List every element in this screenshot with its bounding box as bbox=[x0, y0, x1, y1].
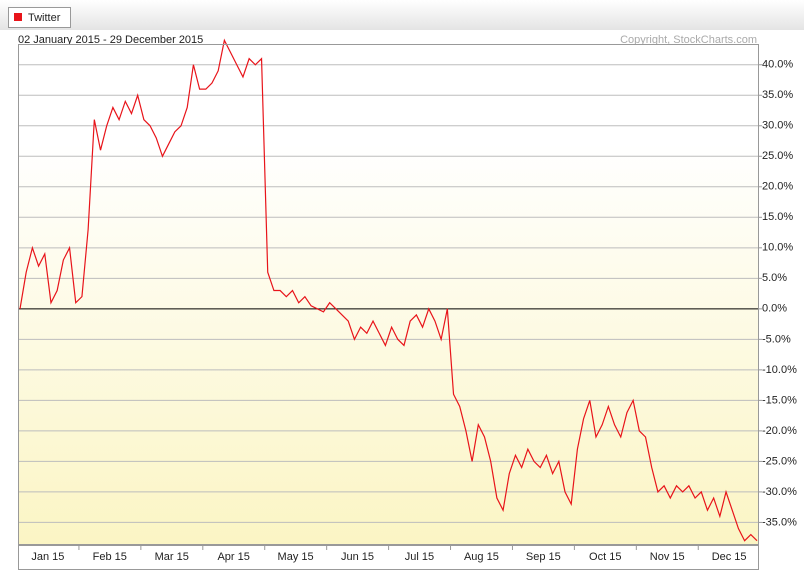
x-tick-label: Apr 15 bbox=[217, 551, 249, 563]
x-tick-label: Jul 15 bbox=[405, 551, 434, 563]
copyright: Copyright, StockCharts.com bbox=[620, 34, 757, 46]
y-tick-label: -25.0% bbox=[762, 455, 797, 467]
legend-label: Twitter bbox=[28, 12, 61, 24]
legend-box bbox=[8, 7, 71, 28]
y-tick-label: -30.0% bbox=[762, 486, 797, 498]
x-tick-label: Aug 15 bbox=[464, 551, 499, 563]
subtitle: 02 January 2015 - 29 December 2015 bbox=[18, 34, 203, 46]
y-tick-label: -5.0% bbox=[762, 333, 791, 345]
y-tick-label: 15.0% bbox=[762, 211, 793, 223]
plot-layer bbox=[18, 38, 758, 542]
plot-frame bbox=[18, 44, 759, 545]
y-tick-label: 25.0% bbox=[762, 150, 793, 162]
x-tick-label: Mar 15 bbox=[155, 551, 189, 563]
x-tick-label: May 15 bbox=[278, 551, 314, 563]
y-tick-label: 35.0% bbox=[762, 89, 793, 101]
y-tick-label: 10.0% bbox=[762, 242, 793, 254]
y-tick-label: 20.0% bbox=[762, 181, 793, 193]
plot-area bbox=[18, 44, 758, 545]
series-line bbox=[19, 38, 758, 542]
x-tick-label: Jun 15 bbox=[341, 551, 374, 563]
legend-swatch bbox=[14, 13, 22, 21]
x-tick-label: Sep 15 bbox=[526, 551, 561, 563]
y-tick-label: -15.0% bbox=[762, 394, 797, 406]
header-band bbox=[0, 0, 804, 30]
x-tick-label: Nov 15 bbox=[650, 551, 685, 563]
y-tick-label: 30.0% bbox=[762, 120, 793, 132]
y-tick-label: -35.0% bbox=[762, 516, 797, 528]
y-tick-label: -20.0% bbox=[762, 425, 797, 437]
y-tick-label: -10.0% bbox=[762, 364, 797, 376]
y-tick-label: 5.0% bbox=[762, 272, 787, 284]
x-tick-label: Oct 15 bbox=[589, 551, 621, 563]
y-tick-label: 0.0% bbox=[762, 303, 787, 315]
y-tick-label: 40.0% bbox=[762, 59, 793, 71]
x-tick-label: Jan 15 bbox=[31, 551, 64, 563]
x-tick-label: Feb 15 bbox=[93, 551, 127, 563]
x-tick-label: Dec 15 bbox=[712, 551, 747, 563]
